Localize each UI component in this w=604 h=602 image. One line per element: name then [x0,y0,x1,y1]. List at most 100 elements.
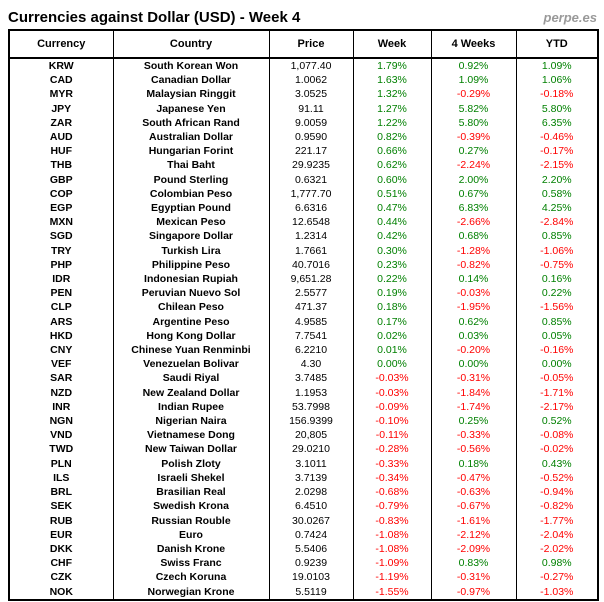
four-weeks-change-cell: -2.12% [430,527,516,542]
ytd-change-cell: -0.08% [515,428,598,443]
price-cell: 20,805 [268,428,353,443]
currency-code-cell: BRL [50,486,73,499]
currencies-table: Currency Country Price Week 4 Weeks YTD KRW So… [8,29,599,601]
week-change-cell: 0.82% [352,130,431,145]
column-header-currency: Currency [9,30,113,59]
four-weeks-change-cell: 6.83% [430,201,516,216]
country-cell: South African Rand [112,115,269,131]
week-change-cell: 0.22% [352,272,431,287]
table-row: HUF Hungarian Forint 221.17 0.66% 0.27% -0.17… [9,144,598,159]
currency-code-cell: TRY [50,244,72,257]
week-change-cell: 0.60% [352,172,431,187]
table-row: SEK Swedish Krona 6.4510 -0.79% -0.67% -0.82% [9,499,598,514]
country-cell: Egyptian Pound [112,201,269,216]
country-cell: Philippine Peso [112,257,269,273]
week-change-cell: 0.18% [352,300,431,315]
currency-code-cell: HUF [50,145,73,158]
currency-code-cell: DKK [49,542,73,555]
ytd-change-cell: 0.98% [515,556,598,571]
currency-code-cell: NGN [49,415,73,428]
price-cell: 1,777.70 [268,186,353,202]
currency-code-cell: INR [52,400,71,413]
currency-code-cell: PHP [50,258,73,271]
country-cell: New Zealand Dollar [112,385,269,400]
four-weeks-change-cell: 0.83% [430,556,516,571]
four-weeks-change-cell: 5.82% [430,101,516,116]
table-row: MYR Malaysian Ringgit 3.0525 1.32% -0.29% -0.… [9,87,598,102]
price-cell: 0.6321 [268,172,353,187]
country-cell: Mexican Peso [112,215,269,230]
currency-code-cell: ARS [50,315,73,328]
four-weeks-change-cell: -1.28% [430,243,516,258]
ytd-change-cell: 0.85% [515,314,598,329]
price-cell: 30.0267 [268,513,353,528]
country-cell: Brasilian Real [112,485,269,500]
price-cell: 91.11 [268,101,353,116]
table-row: PLN Polish Zloty 3.1011 -0.33% 0.18% 0.43% [9,456,598,471]
ytd-change-cell: -0.18% [515,87,598,102]
table-row: VEF Venezuelan Bolivar 4.30 0.00% 0.00% 0.00% [9,357,598,372]
ytd-change-cell: 0.43% [515,456,598,471]
ytd-change-cell: -0.16% [515,343,598,358]
table-row: THB Thai Baht 29.9235 0.62% -2.24% -2.15% [9,158,598,173]
ytd-change-cell: -0.46% [515,130,598,145]
price-cell: 2.0298 [268,485,353,500]
four-weeks-change-cell: -0.03% [430,286,516,301]
country-cell: Israeli Shekel [112,470,269,486]
price-cell: 40.7016 [268,257,353,273]
currency-code-cell: EGP [50,202,73,215]
four-weeks-change-cell: -1.61% [430,513,516,528]
table-row: NZD New Zealand Dollar 1.1953 -0.03% -1.84% -… [9,385,598,400]
week-change-cell: 0.00% [352,357,431,372]
currency-code-cell: VEF [51,358,72,371]
table-row: MXN Mexican Peso 12.6548 0.44% -2.66% -2.84% [9,215,598,230]
week-change-cell: -0.34% [352,470,431,486]
table-row: IDR Indonesian Rupiah 9,651.28 0.22% 0.14% 0.… [9,272,598,287]
table-row: CAD Canadian Dollar 1.0062 1.63% 1.09% 1.06% [9,73,598,88]
ytd-change-cell: 0.58% [515,186,598,202]
currency-code-cell: AUD [49,131,73,144]
table-row: GBP Pound Sterling 0.6321 0.60% 2.00% 2.20% [9,172,598,187]
table-row: EUR Euro 0.7424 -1.08% -2.12% -2.04% [9,527,598,542]
currency-code-cell: NZD [50,386,73,399]
price-cell: 4.30 [268,357,353,372]
ytd-change-cell: -0.17% [515,144,598,159]
four-weeks-change-cell: -2.09% [430,541,516,557]
column-header-country: Country [112,30,269,59]
four-weeks-change-cell: 1.09% [430,73,516,88]
country-cell: Saudi Riyal [112,371,269,386]
price-cell: 156.9399 [268,414,353,429]
four-weeks-change-cell: -1.84% [430,385,516,400]
country-cell: Russian Rouble [112,513,269,528]
week-change-cell: -1.19% [352,570,431,585]
column-header-4weeks: 4 Weeks [430,30,516,59]
country-cell: Pound Sterling [112,172,269,187]
week-change-cell: -0.11% [352,428,431,443]
table-row: INR Indian Rupee 53.7998 -0.09% -1.74% -2.17% [9,399,598,415]
country-cell: Swedish Krona [112,499,269,514]
ytd-change-cell: -0.27% [515,570,598,585]
price-cell: 9.0059 [268,115,353,131]
country-cell: Danish Krone [112,541,269,557]
table-row: EGP Egyptian Pound 6.6316 0.47% 6.83% 4.25% [9,201,598,216]
week-change-cell: -0.09% [352,399,431,415]
country-cell: Argentine Peso [112,314,269,329]
table-row: SAR Saudi Riyal 3.7485 -0.03% -0.31% -0.05% [9,371,598,386]
week-change-cell: 0.47% [352,201,431,216]
price-cell: 0.9239 [268,556,353,571]
week-change-cell: 0.23% [352,257,431,273]
four-weeks-change-cell: -0.67% [430,499,516,514]
ytd-change-cell: 0.52% [515,414,598,429]
week-change-cell: -1.09% [352,556,431,571]
currency-code-cell: MYR [49,88,73,101]
country-cell: Turkish Lira [112,243,269,258]
table-row: CZK Czech Koruna 19.0103 -1.19% -0.31% -0.27% [9,570,598,585]
week-change-cell: 0.02% [352,328,431,344]
currency-code-cell: RUB [49,514,73,527]
ytd-change-cell: 0.00% [515,357,598,372]
country-cell: Peruvian Nuevo Sol [112,286,269,301]
four-weeks-change-cell: -0.47% [430,470,516,486]
four-weeks-change-cell: 0.92% [430,58,516,74]
table-row: TRY Turkish Lira 1.7661 0.30% -1.28% -1.06% [9,243,598,258]
week-change-cell: -0.03% [352,385,431,400]
